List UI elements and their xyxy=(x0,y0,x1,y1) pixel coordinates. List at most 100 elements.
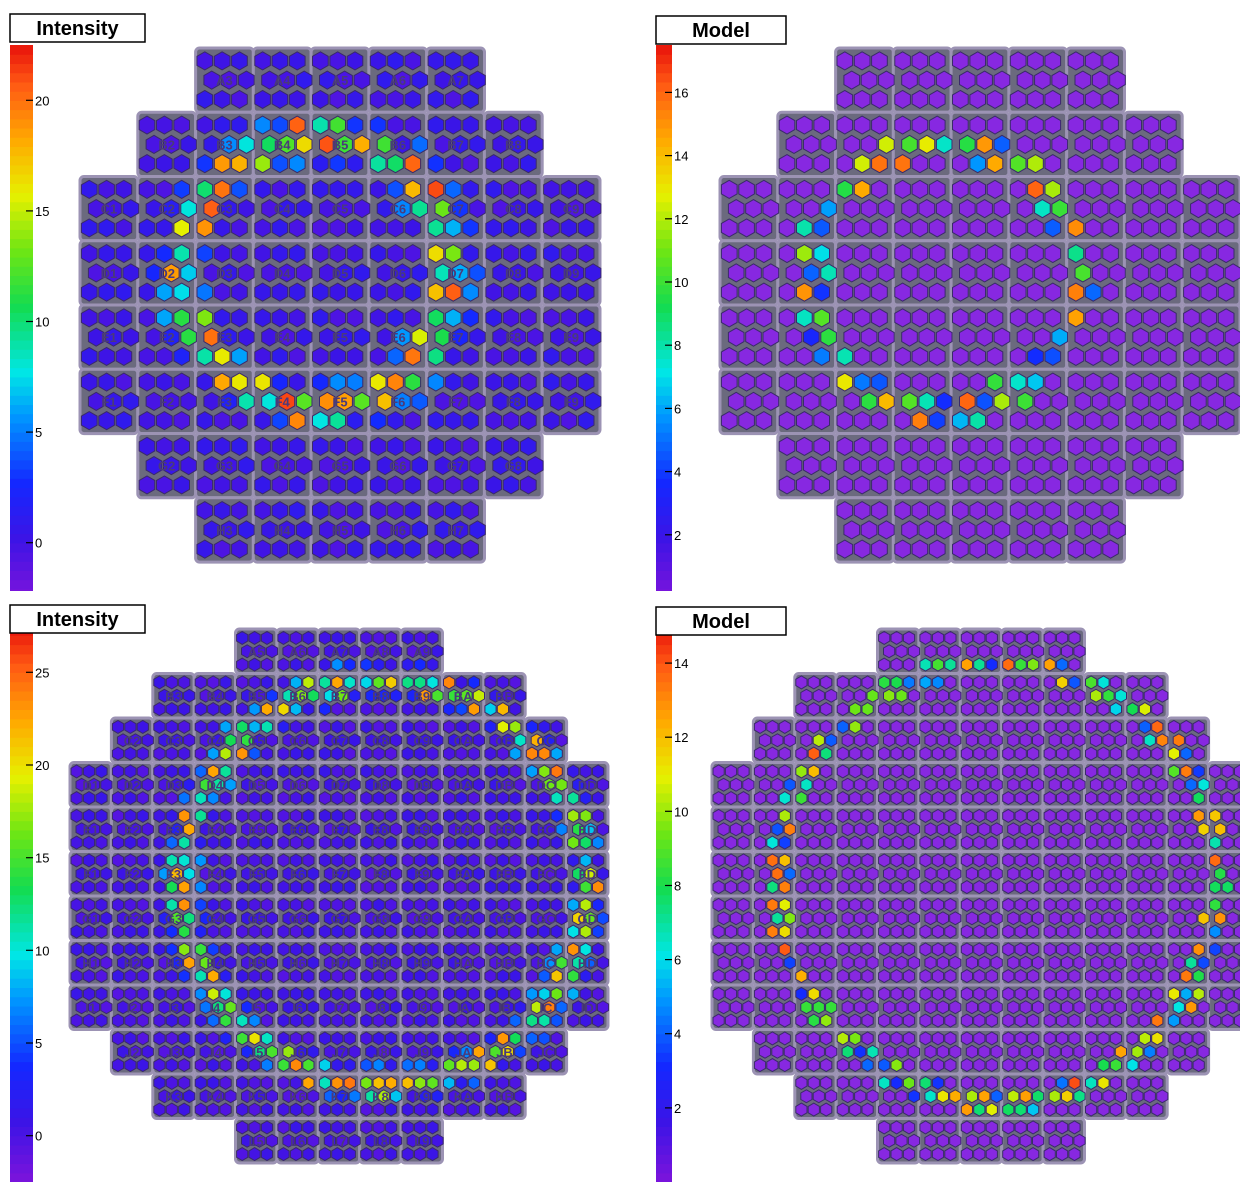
camera-pixel xyxy=(387,282,404,302)
camera-pixel xyxy=(878,942,891,957)
camera-pixel xyxy=(1109,791,1122,806)
camera-pixel xyxy=(1156,688,1169,703)
camera-pixel xyxy=(1126,1075,1139,1090)
camera-pixel xyxy=(890,719,903,734)
camera-pixel xyxy=(592,942,605,957)
camera-pixel xyxy=(484,719,497,734)
camera-pixel xyxy=(944,719,957,734)
camera-pixel xyxy=(555,777,568,792)
camera-pixel xyxy=(460,955,473,970)
camera-pixel xyxy=(1109,764,1122,779)
camera-pixel xyxy=(1027,475,1044,495)
camera-pixel xyxy=(1151,942,1164,957)
camera-pixel xyxy=(129,733,142,748)
camera-pixel xyxy=(836,880,849,895)
camera-pixel xyxy=(911,51,929,71)
module-label: D5 xyxy=(332,266,349,281)
camera-pixel xyxy=(766,853,779,868)
camera-pixel xyxy=(288,308,306,328)
camera-pixel xyxy=(778,969,791,984)
camera-pixel xyxy=(1032,1000,1045,1015)
camera-pixel xyxy=(129,822,142,837)
colorbar-segment xyxy=(10,653,33,664)
camera-pixel xyxy=(1002,1120,1015,1135)
camera-pixel xyxy=(567,808,580,823)
camera-pixel xyxy=(318,764,331,779)
camera-pixel xyxy=(236,942,249,957)
camera-pixel xyxy=(978,822,991,837)
camera-pixel xyxy=(372,853,385,868)
camera-pixel xyxy=(866,911,879,926)
colorbar-segment xyxy=(656,533,672,544)
camera-pixel xyxy=(460,1089,473,1104)
camera-pixel xyxy=(878,880,891,895)
camera-pixel xyxy=(348,866,361,881)
camera-pixel xyxy=(212,777,225,792)
camera-pixel xyxy=(369,154,387,174)
camera-pixel xyxy=(785,134,803,154)
module-label: G4 xyxy=(206,911,224,926)
camera-pixel xyxy=(712,986,725,1001)
camera-pixel xyxy=(1014,1102,1027,1117)
camera-pixel xyxy=(323,822,336,837)
camera-pixel xyxy=(1142,346,1160,366)
camera-pixel xyxy=(319,391,336,411)
camera-pixel xyxy=(124,791,137,806)
camera-pixel xyxy=(444,51,462,71)
camera-pixel xyxy=(236,1013,249,1028)
camera-pixel xyxy=(1097,746,1110,761)
camera-pixel xyxy=(1027,986,1040,1001)
camera-pixel xyxy=(447,1089,461,1104)
camera-pixel xyxy=(796,179,813,199)
camera-pixel xyxy=(1209,986,1222,1001)
camera-pixel xyxy=(796,282,813,302)
camera-pixel xyxy=(343,924,356,939)
camera-pixel xyxy=(411,520,429,540)
camera-pixel xyxy=(820,1058,833,1073)
camera-pixel xyxy=(1102,308,1119,328)
camera-pixel xyxy=(1014,835,1027,850)
camera-pixel xyxy=(1056,1075,1069,1090)
camera-pixel xyxy=(116,1000,130,1015)
camera-pixel xyxy=(260,924,274,939)
camera-pixel xyxy=(165,1013,178,1028)
colorbar-segment xyxy=(656,321,672,332)
camera-pixel xyxy=(165,1075,178,1090)
module-label: I2 xyxy=(127,1000,138,1015)
camera-pixel xyxy=(894,179,911,199)
camera-pixel xyxy=(796,346,813,366)
camera-pixel xyxy=(158,777,171,792)
camera-pixel xyxy=(1084,436,1102,456)
camera-pixel xyxy=(1131,1089,1144,1104)
camera-pixel xyxy=(1172,866,1185,881)
camera-pixel xyxy=(849,880,862,895)
camera-pixel xyxy=(426,1147,439,1162)
module-label: HB xyxy=(495,956,514,971)
camera-pixel xyxy=(538,808,551,823)
camera-pixel xyxy=(1207,327,1225,347)
camera-pixel xyxy=(969,115,986,135)
camera-pixel xyxy=(836,346,854,366)
camera-pixel xyxy=(579,764,592,779)
camera-pixel xyxy=(796,154,813,174)
module-label: D9 xyxy=(563,266,580,281)
colorbar-segment xyxy=(10,100,33,111)
camera-pixel xyxy=(484,1031,497,1046)
camera-pixel xyxy=(1009,411,1027,431)
camera-pixel xyxy=(918,391,936,411)
camera-pixel xyxy=(1102,154,1119,174)
camera-pixel xyxy=(1151,853,1164,868)
camera-pixel xyxy=(138,436,156,456)
camera-pixel xyxy=(911,308,929,328)
camera-pixel xyxy=(742,911,755,926)
camera-pixel xyxy=(1097,791,1110,806)
camera-pixel xyxy=(985,897,998,912)
camera-pixel xyxy=(960,1031,973,1046)
camera-pixel xyxy=(219,969,232,984)
camera-pixel xyxy=(1084,346,1102,366)
camera-pixel xyxy=(1132,199,1149,219)
camera-pixel xyxy=(1009,372,1027,392)
camera-pixel xyxy=(965,1133,978,1148)
camera-pixel xyxy=(783,911,796,926)
camera-pixel xyxy=(231,51,248,71)
